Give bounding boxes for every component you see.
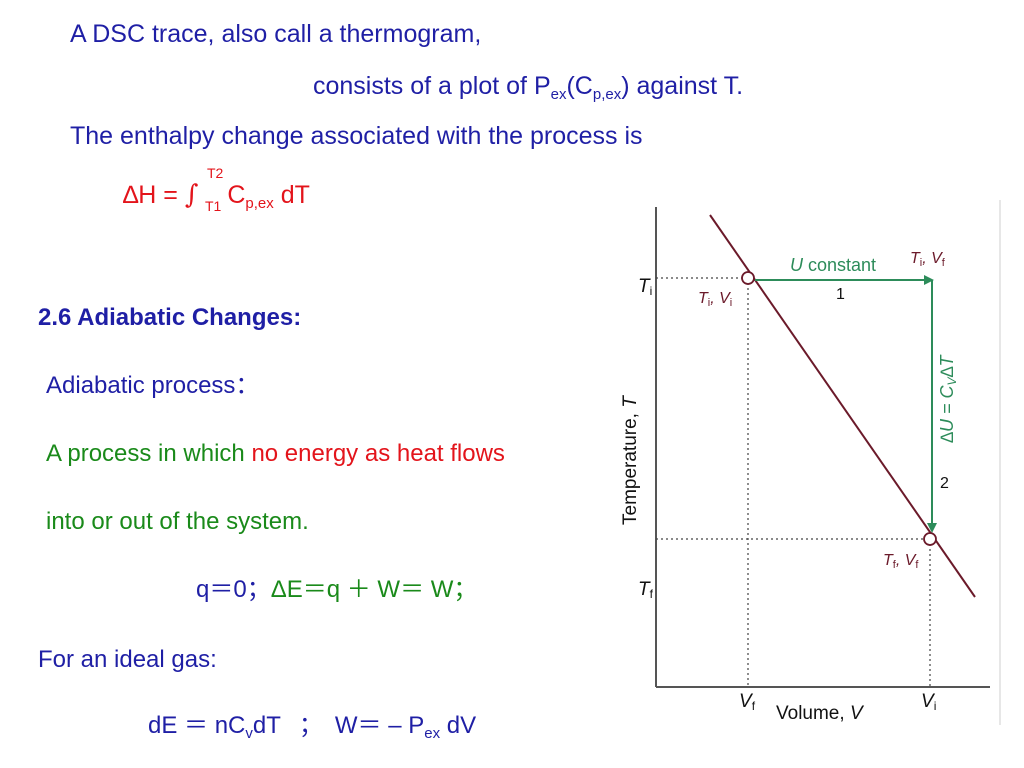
ideal-gas-heading: For an ideal gas:	[38, 646, 217, 673]
enthalpy-integral-equation: ∆H = ∫ T2 T1 Cp,ex dT	[123, 165, 310, 214]
process-definition-continued: into or out of the system.	[46, 508, 309, 535]
final-state-point	[923, 532, 937, 546]
step1-number: 1	[836, 286, 845, 303]
step2-label: ∆U = CV∆T	[937, 353, 959, 443]
integral-sign: ∫	[184, 180, 199, 210]
initial-state-point	[741, 271, 755, 285]
process-definition: A process in which no energy as heat flo…	[46, 440, 505, 467]
state-label-final: Tf, Vf	[883, 552, 919, 571]
adiabatic-process-label: Adiabatic process：	[46, 372, 260, 399]
step1-label: U constant	[790, 255, 876, 275]
dsc-plot-line: consists of a plot of Pex(Cp,ex) against…	[313, 72, 744, 103]
tick-label-vf: Vf	[739, 691, 756, 713]
tick-label-ti: Ti	[638, 276, 652, 298]
enthalpy-change-line: The enthalpy change associated with the …	[70, 122, 643, 150]
tick-label-vi: Vi	[921, 691, 936, 713]
section-title: 2.6 Adiabatic Changes:	[38, 304, 302, 331]
dsc-trace-line: A DSC trace, also call a thermogram,	[70, 20, 482, 48]
y-axis-label: Temperature, T	[620, 395, 641, 525]
ideal-gas-equation: dE ＝ nCvdT； W＝ – Pex dV	[148, 712, 477, 742]
x-axis-label: Volume, V	[776, 703, 865, 724]
step2-number: 2	[940, 475, 949, 492]
integral-upper-limit: T2	[207, 165, 224, 181]
adiabatic-path-diagram: Ti Tf Vf Vi Volume, V Temperature, T Ti,…	[620, 200, 1001, 725]
state-label-initial: Ti, Vi	[698, 290, 732, 309]
first-law-equation: q＝0；ΔE＝q ＋ W＝ W；	[196, 576, 478, 603]
integral-lower-limit: T1	[205, 198, 222, 214]
state-label-intermediate: Ti, Vf	[910, 250, 946, 269]
tick-label-tf: Tf	[638, 579, 654, 601]
